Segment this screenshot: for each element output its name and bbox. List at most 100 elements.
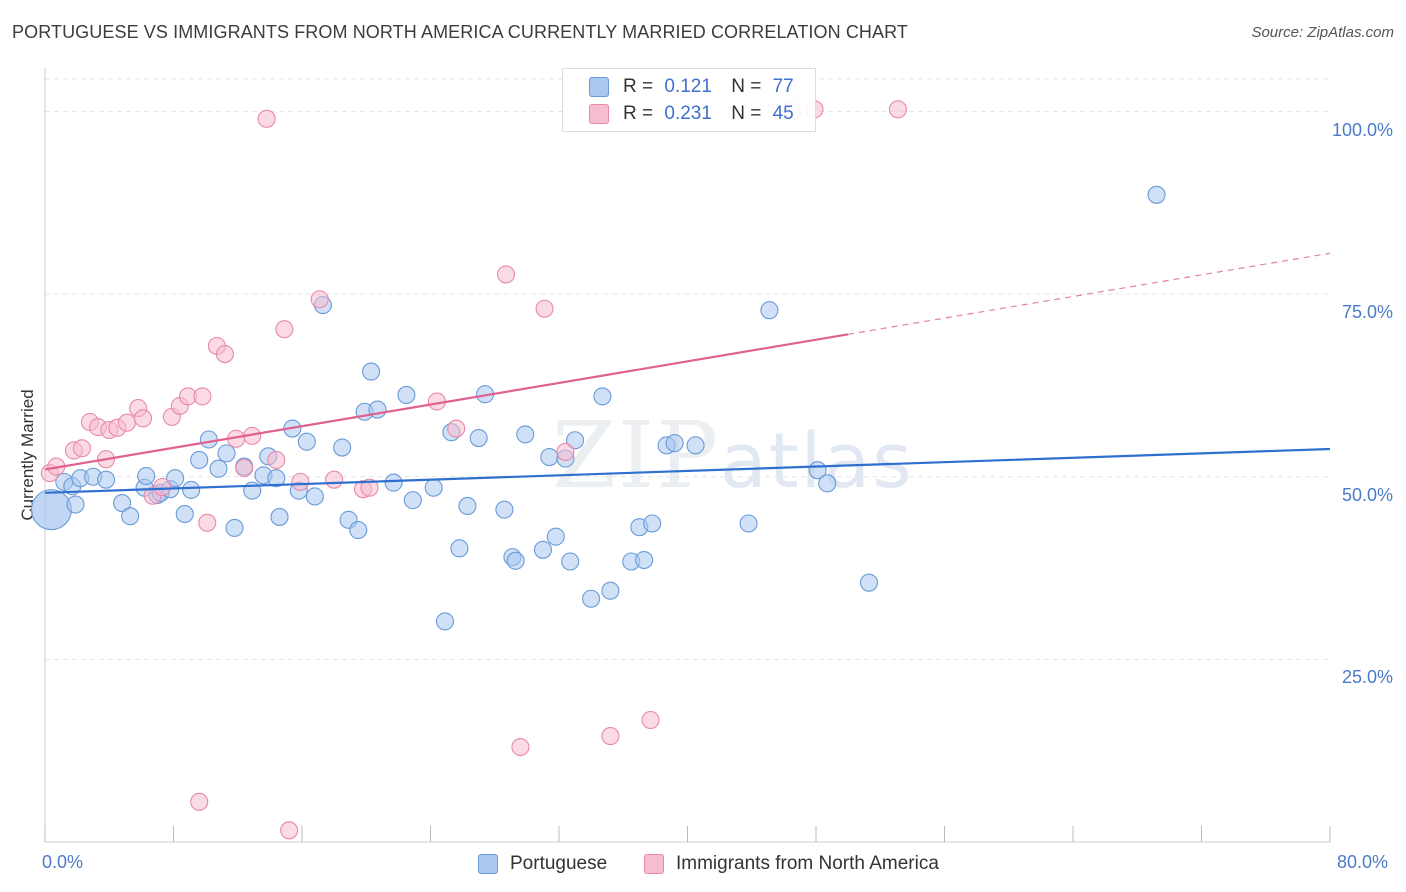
- immigrants-point: [535, 299, 554, 318]
- portuguese-point: [30, 489, 72, 531]
- portuguese-point: [166, 469, 185, 488]
- x-tick-label: 80.0%: [1337, 852, 1389, 872]
- portuguese-point: [362, 362, 381, 381]
- immigrants-point: [310, 290, 329, 309]
- portuguese-point: [582, 589, 601, 608]
- portuguese-point: [305, 487, 324, 506]
- legend-swatch-portuguese: [589, 77, 609, 97]
- immigrants-point: [257, 109, 276, 128]
- immigrants-point: [641, 710, 660, 730]
- immigrants-point: [888, 100, 907, 119]
- portuguese-point: [435, 612, 455, 631]
- legend-label-immigrants: Immigrants from North America: [676, 853, 939, 874]
- portuguese-point: [217, 444, 236, 463]
- immigrants-point: [556, 442, 575, 461]
- portuguese-point: [635, 550, 654, 570]
- watermark-atlas: atlas: [720, 416, 914, 505]
- portuguese-point: [495, 500, 514, 519]
- portuguese-point: [267, 469, 286, 488]
- series-immigrants-points: [40, 100, 907, 840]
- portuguese-point: [297, 432, 316, 451]
- immigrants-point: [72, 439, 91, 458]
- legend-swatch-portuguese: [478, 854, 498, 874]
- portuguese-point: [593, 387, 612, 406]
- portuguese-point: [566, 431, 585, 450]
- immigrants-point: [235, 458, 254, 478]
- portuguese-point: [182, 480, 201, 499]
- trend-line-portuguese: [44, 447, 1331, 494]
- y-tick-label: 25.0%: [1341, 667, 1393, 688]
- portuguese-point: [137, 466, 156, 486]
- immigrants-point: [291, 472, 310, 491]
- immigrants-point: [267, 450, 286, 470]
- series-legend: Portuguese Immigrants from North America: [0, 852, 1406, 878]
- legend-swatch-immigrants: [644, 854, 664, 874]
- portuguese-point: [190, 450, 209, 470]
- legend-n-value: 77: [772, 76, 794, 97]
- correlation-legend: R = 0.121 N = 77 R = 0.231 N = 45: [562, 68, 816, 132]
- portuguese-point: [546, 527, 565, 546]
- portuguese-point: [859, 573, 879, 592]
- portuguese-point: [199, 430, 218, 449]
- immigrants-point: [275, 320, 294, 339]
- portuguese-point: [121, 507, 140, 526]
- immigrants-point: [193, 387, 212, 406]
- chart-source: Source: ZipAtlas.com: [1251, 24, 1394, 41]
- immigrants-point: [325, 470, 344, 489]
- portuguese-point: [739, 514, 758, 533]
- portuguese-point: [818, 474, 837, 493]
- portuguese-point: [113, 494, 132, 513]
- immigrants-point: [280, 821, 299, 840]
- immigrants-point: [511, 737, 530, 757]
- immigrants-point: [496, 265, 516, 284]
- portuguese-point: [397, 385, 416, 404]
- legend-r-value: 0.231: [664, 103, 712, 124]
- portuguese-point: [424, 478, 443, 497]
- y-tick-label: 75.0%: [1341, 302, 1393, 323]
- portuguese-point: [643, 514, 662, 533]
- legend-n-value: 45: [772, 103, 794, 124]
- x-tick-label: 0.0%: [42, 852, 84, 872]
- gridlines: [45, 78, 1330, 660]
- portuguese-point: [469, 428, 488, 448]
- legend-r-label: R =: [623, 103, 654, 124]
- immigrants-point: [601, 727, 620, 746]
- legend-label-portuguese: Portuguese: [510, 853, 608, 874]
- legend-r-label: R =: [623, 76, 654, 97]
- y-tick-label: 100.0%: [1331, 119, 1393, 140]
- chart-title: PORTUGUESE VS IMMIGRANTS FROM NORTH AMER…: [12, 22, 908, 42]
- portuguese-point: [333, 438, 352, 457]
- watermark-zip: ZIP: [552, 402, 721, 509]
- portuguese-point: [209, 459, 228, 478]
- immigrants-point: [360, 478, 379, 497]
- portuguese-point: [349, 521, 368, 540]
- portuguese-point: [516, 425, 535, 444]
- y-tick-label: 50.0%: [1341, 484, 1393, 505]
- immigrants-point: [190, 792, 209, 811]
- portuguese-point: [450, 539, 469, 558]
- portuguese-point: [760, 301, 779, 320]
- portuguese-point: [96, 470, 116, 489]
- portuguese-point: [458, 496, 477, 516]
- portuguese-point: [175, 504, 194, 524]
- portuguese-point: [601, 581, 620, 600]
- legend-r-value: 0.121: [664, 76, 712, 97]
- portuguese-point: [540, 447, 559, 467]
- portuguese-point: [403, 491, 422, 510]
- portuguese-point: [686, 436, 705, 455]
- portuguese-point: [66, 495, 85, 514]
- watermark: ZIPatlas: [552, 402, 914, 509]
- trend-line-immigrants-extension: [848, 252, 1331, 335]
- legend-swatch-immigrants: [589, 104, 609, 124]
- portuguese-point: [533, 540, 552, 559]
- portuguese-point: [665, 434, 684, 453]
- immigrants-point: [153, 477, 172, 497]
- immigrants-point: [133, 409, 153, 428]
- axes: [44, 68, 1331, 843]
- portuguese-point: [561, 552, 580, 571]
- portuguese-point: [1147, 185, 1166, 204]
- immigrants-point: [117, 413, 136, 432]
- legend-n-label: N =: [731, 76, 762, 97]
- portuguese-point: [384, 473, 403, 492]
